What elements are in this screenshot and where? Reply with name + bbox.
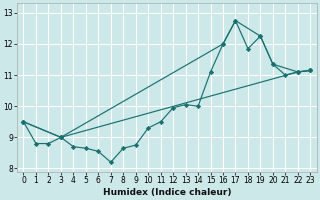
X-axis label: Humidex (Indice chaleur): Humidex (Indice chaleur) [103,188,231,197]
